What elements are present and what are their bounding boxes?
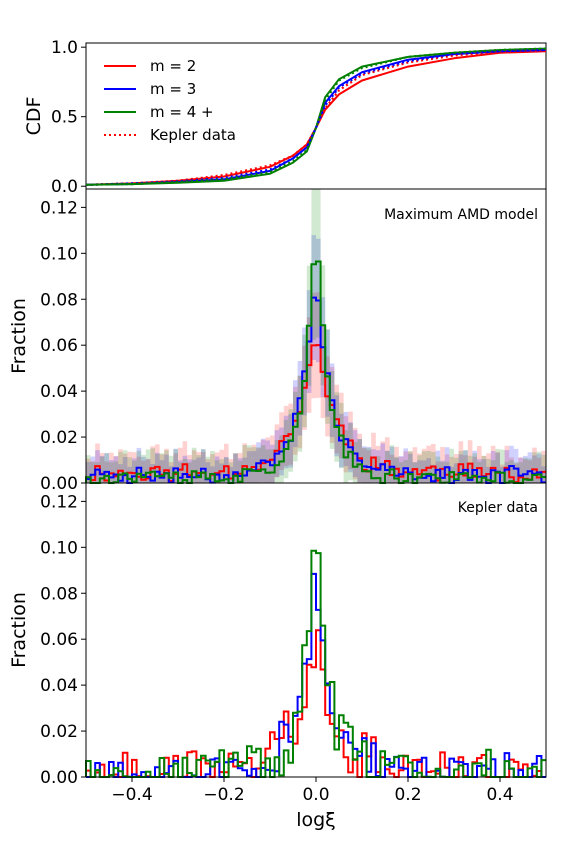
model-ytick-label: 0.04 [40, 382, 78, 402]
legend-label-m2: m = 2 [150, 57, 196, 75]
kepler-ytick-label: 0.06 [40, 630, 78, 650]
kepler-ytick-label: 0.12 [40, 492, 78, 512]
model-ytick-label: 0.02 [40, 428, 78, 448]
x-axis-label: logξ [296, 809, 336, 831]
cdf-panel: 0.0 0.5 1.0 CDF m = 2 m = 3 m = 4 + Kepler… [23, 38, 547, 197]
kepler-y-ticks: 0.00 0.02 0.04 0.06 0.08 0.10 0.12 [40, 492, 86, 788]
model-ytick-label: 0.06 [40, 336, 78, 356]
cdf-y-ticks: 0.0 0.5 1.0 [51, 38, 86, 197]
model-band-0 [86, 292, 546, 483]
xtick-label: 0.0 [302, 785, 329, 805]
xtick-label: −0.4 [111, 785, 152, 805]
cdf-line-2 [85, 47, 547, 186]
cdf-y-axis-label: CDF [23, 97, 45, 136]
cdf-ytick-label: 0.0 [51, 177, 78, 197]
cdf-legend: m = 2 m = 3 m = 4 + Kepler data [104, 57, 236, 144]
model-band-2 [86, 189, 546, 483]
legend-label-m4: m = 4 + [150, 103, 214, 121]
kepler-ytick-label: 0.10 [40, 538, 78, 558]
kepler-ytick-label: 0.04 [40, 676, 78, 696]
kepler-step-1 [86, 572, 546, 778]
legend-label-m3: m = 3 [150, 80, 196, 98]
model-y-axis-label: Fraction [8, 298, 30, 374]
model-step-1 [85, 296, 546, 484]
model-ytick-label: 0.00 [40, 474, 78, 494]
kepler-step-2 [85, 549, 546, 778]
cdf-ytick-label: 0.5 [51, 108, 78, 128]
model-band-1 [86, 235, 546, 483]
xtick-label: 0.4 [486, 785, 513, 805]
kepler-histogram-steps [85, 549, 546, 778]
kepler-ytick-label: 0.08 [40, 584, 78, 604]
kepler-step-0 [85, 629, 546, 778]
xtick-label: −0.2 [203, 785, 244, 805]
kepler-ytick-label: 0.02 [40, 722, 78, 742]
model-histogram-steps [85, 260, 546, 484]
model-histogram-panel: 0.00 0.02 0.04 0.06 0.08 0.10 0.12 Maximum AMD… [8, 188, 547, 494]
model-annotation: Maximum AMD model [384, 207, 538, 223]
kepler-annotation: Kepler data [458, 500, 538, 516]
model-step-0 [85, 344, 546, 484]
model-error-bands [86, 189, 546, 483]
kepler-ytick-label: 0.00 [40, 768, 78, 788]
xtick-label: 0.2 [394, 785, 421, 805]
cdf-ytick-label: 1.0 [51, 38, 78, 58]
model-ytick-label: 0.10 [40, 244, 78, 264]
kepler-y-axis-label: Fraction [8, 592, 30, 668]
model-y-ticks: 0.00 0.02 0.04 0.06 0.08 0.10 0.12 [40, 198, 86, 494]
model-ytick-label: 0.12 [40, 198, 78, 218]
cdf-series-lines [85, 47, 547, 186]
model-ytick-label: 0.08 [40, 290, 78, 310]
x-axis: −0.4 −0.2 0.0 0.2 0.4 [111, 777, 514, 805]
kepler-histogram-panel: 0.00 0.02 0.04 0.06 0.08 0.10 0.12 Kepler data… [8, 482, 547, 788]
legend-label-kepler: Kepler data [150, 126, 236, 144]
model-step-2 [85, 260, 546, 484]
